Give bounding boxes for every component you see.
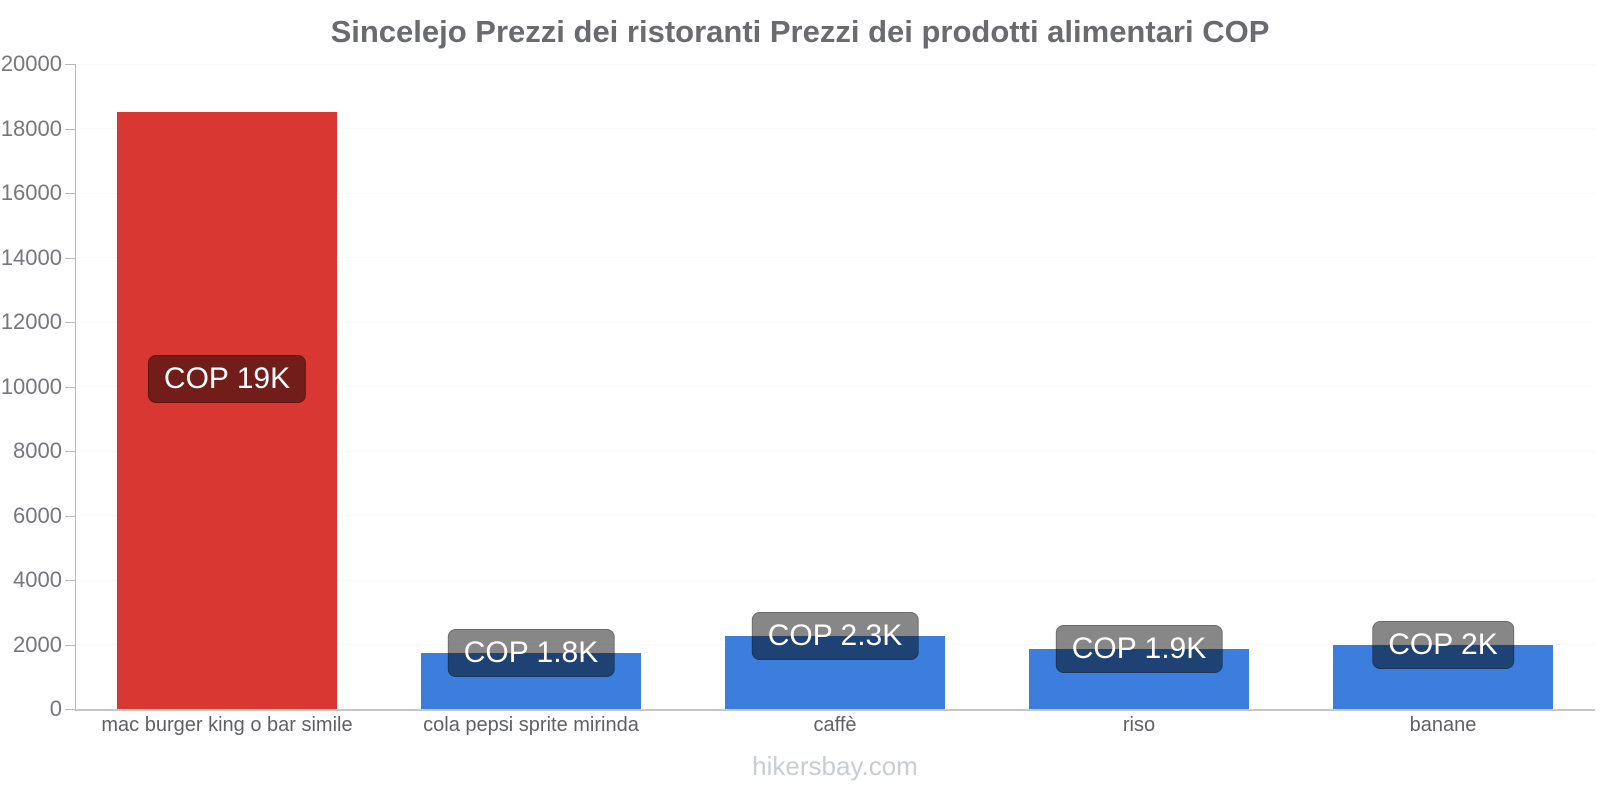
bar-1 (117, 112, 337, 709)
x-axis-line (75, 709, 1595, 711)
y-tick-label: 18000 (0, 115, 62, 141)
y-tick-mark (65, 322, 75, 323)
y-tick-label: 6000 (13, 502, 62, 528)
y-tick-mark (65, 709, 75, 710)
x-axis-label: caffè (813, 714, 857, 736)
y-tick-label: 16000 (0, 180, 62, 205)
gridline (76, 128, 1595, 129)
x-axis-label: riso (1122, 714, 1156, 736)
gridline (76, 386, 1595, 387)
y-tick-label: 0 (49, 696, 62, 721)
y-tick-mark (65, 580, 75, 581)
y-tick-mark (65, 193, 75, 194)
gridline (76, 515, 1595, 516)
y-axis-line (75, 64, 76, 711)
y-tick-mark (65, 64, 75, 65)
y-tick-label: 10000 (0, 373, 62, 399)
y-tick-mark (65, 451, 75, 452)
y-tick-label: 12000 (0, 309, 62, 334)
bar-value-badge: COP 2.3K (751, 612, 919, 661)
y-tick-mark (65, 128, 75, 130)
x-axis-label: cola pepsi sprite mirinda (423, 714, 639, 736)
x-axis-label: mac burger king o bar simile (101, 714, 353, 736)
gridline (76, 192, 1595, 194)
y-tick-label: 2000 (13, 631, 62, 657)
gridline (76, 321, 1595, 323)
gridline (76, 450, 1595, 452)
y-tick-mark (65, 257, 75, 259)
chart-title: Sincelejo Prezzi dei ristoranti Prezzi d… (330, 14, 1270, 49)
y-tick-label: 14000 (0, 244, 62, 270)
bar-value-badge: COP 19K (147, 355, 307, 404)
bar-value-badge: COP 1.9K (1055, 625, 1223, 674)
y-tick-label: 8000 (13, 438, 62, 463)
bar-5 (1333, 644, 1553, 709)
bar-4 (1029, 649, 1249, 709)
y-tick-mark (65, 515, 75, 517)
bar-value-badge: COP 1.8K (447, 628, 615, 677)
y-tick-mark (65, 644, 75, 646)
bar-value-badge: COP 2K (1372, 620, 1514, 669)
bar-3 (725, 636, 945, 709)
gridline (76, 579, 1595, 581)
gridline (76, 63, 1595, 65)
y-tick-label: 20000 (0, 51, 62, 76)
bar-2 (421, 652, 641, 709)
y-tick-mark (65, 386, 75, 388)
y-tick-label: 4000 (13, 567, 62, 592)
watermark: hikersbay.com (752, 751, 918, 781)
x-axis-label: banane (1409, 714, 1477, 736)
gridline (76, 257, 1595, 258)
